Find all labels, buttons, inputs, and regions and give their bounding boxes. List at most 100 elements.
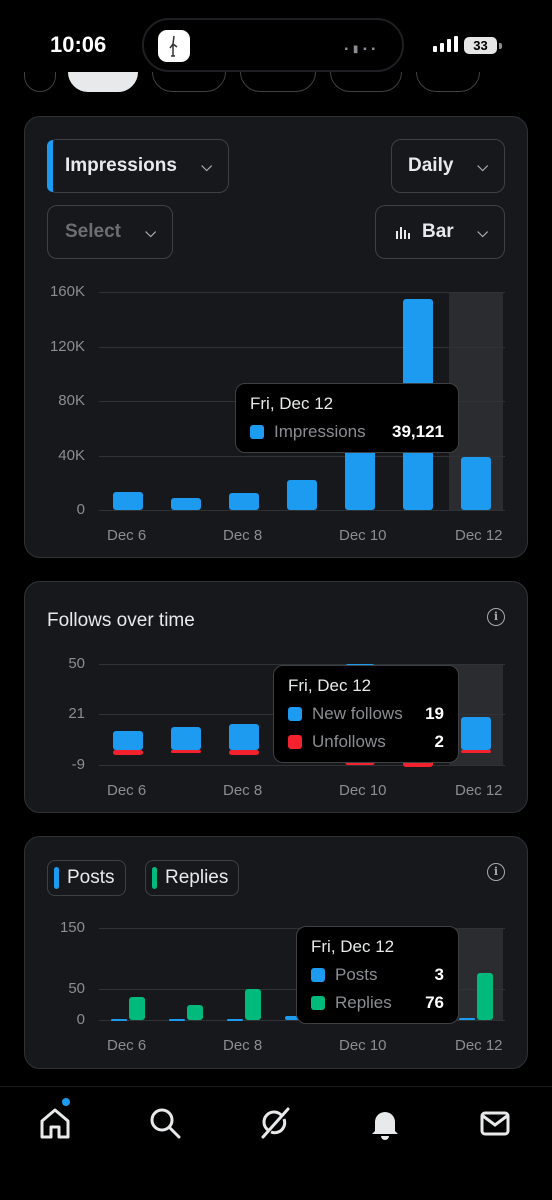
dynamic-island: ▪ ▮ ▪ ▪ [142,18,404,72]
metric-dropdown-label: Impressions [65,155,177,176]
tooltip-date: Fri, Dec 12 [250,394,334,413]
gridline [99,664,505,665]
filter-pill-active[interactable] [68,72,138,92]
tooltip-row: Replies 76 [311,993,444,1013]
tooltip-date: Fri, Dec 12 [288,676,372,695]
filter-pill[interactable] [240,72,316,92]
legend-posts[interactable]: Posts [47,860,126,896]
filter-pill[interactable] [24,72,56,92]
info-icon[interactable]: i [487,608,505,626]
impressions-card: Impressions ⌵ Daily ⌵ Select ⌵ Bar ⌵ 160… [24,116,528,558]
metric-accent [47,140,53,192]
new-follows-swatch [288,707,302,721]
unfollows-bar [229,749,259,755]
new-follows-bar [229,723,259,750]
now-playing-app-icon [158,30,190,62]
y-tick-label: 80K [58,392,85,409]
x-tick-label: Dec 6 [107,1037,147,1054]
new-follows-bar [113,730,143,750]
tooltip-label: Posts [335,965,378,984]
info-icon[interactable]: i [487,863,505,881]
posts-bar [285,1016,301,1020]
home-icon[interactable] [37,1105,73,1141]
x-tick-label: Dec 8 [223,1037,263,1054]
grok-icon[interactable] [257,1105,293,1141]
x-tick-label: Dec 12 [455,1037,503,1054]
gridline [99,292,505,293]
chevron-down-icon: ⌵ [201,157,212,174]
tooltip-row: Posts 3 [311,965,444,985]
tooltip-row: Unfollows 2 [288,732,444,752]
x-tick-label: Dec 10 [339,1037,387,1054]
compare-dropdown[interactable]: Select ⌵ [47,205,173,259]
tooltip-value: 2 [434,732,444,751]
tooltip-label: Replies [335,993,392,1012]
replies-bar [245,989,261,1020]
posts-card: Posts Replies i 150 50 0 Dec 6 Dec 8 Dec 10 De… [24,836,528,1069]
notifications-icon[interactable] [367,1105,403,1141]
tooltip-label: Impressions [274,422,366,441]
chevron-down-icon: ⌵ [477,223,488,240]
x-tick-label: Dec 12 [455,782,503,799]
gridline [99,455,505,457]
follows-tooltip: Fri, Dec 12 New follows 19 Unfollows 2 [273,665,459,763]
y-tick-label: 160K [49,283,85,300]
metric-dropdown[interactable]: Impressions ⌵ [47,139,229,193]
filter-pill[interactable] [330,72,402,92]
impressions-bar [287,480,317,510]
y-tick-label: 150 [59,919,85,936]
tooltip-row: Impressions 39,121 [250,422,444,442]
tooltip-row: New follows 19 [288,704,444,724]
y-tick-label: 0 [76,501,85,518]
chart-type-label: Bar [422,221,454,242]
posts-bar [169,1019,185,1022]
period-dropdown-label: Daily [408,155,454,176]
posts-bar [459,1018,475,1021]
compare-dropdown-label: Select [65,221,121,242]
unfollows-bar [461,749,491,753]
follows-card: Follows over time i 50 21 -9 Dec 6 Dec 8 Dec … [24,581,528,813]
tooltip-label: New follows [312,704,403,723]
legend-replies[interactable]: Replies [145,860,240,896]
impressions-bar [229,492,259,510]
replies-bar [129,996,145,1020]
filter-pill[interactable] [416,72,480,92]
x-tick-label: Dec 8 [223,527,263,544]
y-tick-label: -9 [71,756,85,773]
impressions-bar [171,497,201,510]
new-follows-bar [171,727,201,750]
replies-swatch [311,996,325,1010]
legend-label: Posts [67,867,115,888]
replies-marker [152,867,157,889]
battery-cap [499,43,502,49]
impressions-chart: 160K 120K 80K 40K 0 Dec 6 Dec 8 Dec 10 Dec 12 [25,117,527,557]
x-tick-label: Dec 10 [339,527,387,544]
y-tick-label: 50 [68,655,85,672]
replies-bar [477,973,493,1020]
period-dropdown[interactable]: Daily ⌵ [391,139,505,193]
y-tick-label: 21 [68,704,85,722]
legend-label: Replies [165,867,229,888]
x-tick-label: Dec 12 [455,527,503,544]
tooltip-date: Fri, Dec 12 [311,937,395,956]
unfollows-bar [171,749,201,753]
battery-indicator: 33 [464,37,497,54]
gridline [99,510,505,511]
filter-pills-row [0,72,552,96]
posts-tooltip: Fri, Dec 12 Posts 3 Replies 76 [296,926,459,1024]
card-title: Follows over time [47,610,195,631]
search-icon[interactable] [147,1105,183,1141]
tooltip-label: Unfollows [312,732,386,751]
unfollows-bar [113,749,143,755]
y-tick-label: 50 [68,980,85,998]
x-tick-label: Dec 8 [223,782,263,799]
tooltip-value: 19 [425,704,444,723]
bottom-navigation [0,1086,552,1200]
tooltip-value: 76 [425,993,444,1012]
filter-pill[interactable] [152,72,226,92]
gridline [99,765,505,766]
notification-dot [62,1098,70,1106]
chart-type-dropdown[interactable]: Bar ⌵ [375,205,505,259]
audio-waveform-icon: ▪ ▮ ▪ ▪ [344,44,376,55]
messages-icon[interactable] [477,1105,513,1141]
